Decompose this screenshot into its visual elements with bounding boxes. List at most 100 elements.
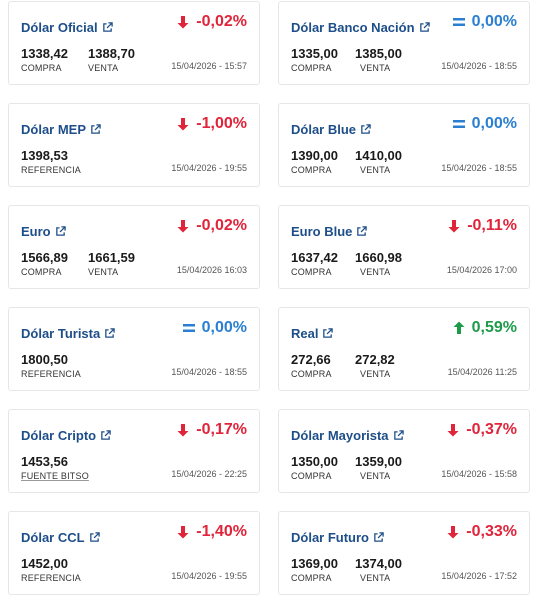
quote-title-link[interactable]: Dólar Futuro bbox=[291, 530, 384, 545]
quote-title: Dólar Turista bbox=[21, 326, 101, 341]
quote-change: -1,00% bbox=[176, 115, 247, 133]
quote-label-1: COMPRA bbox=[291, 369, 332, 379]
quote-value-1: 1335,00 bbox=[291, 46, 338, 61]
quote-change: -1,40% bbox=[176, 523, 247, 541]
external-link-icon bbox=[100, 430, 111, 441]
quote-change-value: -0,02% bbox=[196, 217, 247, 234]
equals-icon bbox=[452, 15, 466, 29]
quote-value-2: 272,82 bbox=[355, 352, 395, 367]
quote-change: -0,37% bbox=[446, 421, 517, 439]
external-link-icon bbox=[55, 226, 66, 237]
external-link-icon bbox=[104, 328, 115, 339]
quote-card[interactable]: Dólar MEP -1,00% 1398,53 REFERENCIA 15/04/20… bbox=[8, 103, 260, 187]
quote-label-1: REFERENCIA bbox=[21, 573, 82, 583]
external-link-icon bbox=[90, 124, 101, 135]
quote-label-2: VENTA bbox=[360, 573, 391, 583]
quote-card[interactable]: Dólar CCL -1,40% 1452,00 REFERENCIA 15/04/20… bbox=[8, 511, 260, 595]
quote-change: 0,00% bbox=[452, 13, 517, 31]
external-link-icon bbox=[322, 328, 334, 339]
quote-change-value: 0,59% bbox=[471, 319, 517, 336]
external-link-icon bbox=[360, 124, 371, 135]
quote-card[interactable]: Dólar Oficial -0,02% 1338,42 COMPRA 1388,70 V… bbox=[8, 1, 260, 85]
quote-change-value: -0,33% bbox=[466, 523, 517, 540]
quote-title: Dólar Cripto bbox=[21, 428, 97, 443]
quote-card[interactable]: Euro Blue -0,11% 1637,42 COMPRA 1660,98 VENTA… bbox=[278, 205, 530, 289]
quote-title-link[interactable]: Dólar Mayorista bbox=[291, 428, 404, 443]
quote-label-1: COMPRA bbox=[291, 165, 332, 175]
quote-title: Dólar MEP bbox=[21, 122, 87, 137]
quote-card[interactable]: Real 0,59% 272,66 COMPRA 272,82 VENTA 15/04/20… bbox=[278, 307, 530, 391]
quote-value-1: 1369,00 bbox=[291, 556, 338, 571]
quote-value-1: 1390,00 bbox=[291, 148, 338, 163]
quote-value-1: 1338,42 bbox=[21, 46, 68, 61]
quote-timestamp: 15/04/2026 16:03 bbox=[176, 265, 247, 275]
quote-change: 0,59% bbox=[452, 319, 517, 337]
quote-label-2: VENTA bbox=[88, 63, 119, 73]
quote-title: Real bbox=[291, 326, 319, 341]
quote-title-link[interactable]: Real bbox=[291, 326, 334, 341]
quote-card[interactable]: Dólar Banco Nación 0,00% 1335,00 COMPRA 1385… bbox=[278, 1, 530, 85]
quote-label-2: VENTA bbox=[88, 267, 119, 277]
quote-label-2: VENTA bbox=[360, 267, 391, 277]
quote-title: Dólar Futuro bbox=[291, 530, 369, 545]
equals-icon bbox=[452, 117, 466, 131]
quote-card[interactable]: Dólar Turista 0,00% 1800,50 REFERENCIA 15/04… bbox=[8, 307, 260, 391]
quote-change: -0,02% bbox=[176, 13, 247, 31]
quote-timestamp: 15/04/2026 - 19:55 bbox=[171, 163, 247, 173]
quote-change: -0,02% bbox=[176, 217, 247, 235]
quote-title: Dólar CCL bbox=[21, 530, 85, 545]
quote-title: Euro bbox=[21, 224, 51, 239]
arrow-down-icon bbox=[176, 423, 190, 437]
quote-timestamp: 15/04/2026 - 22:25 bbox=[171, 469, 247, 479]
quote-value-1: 272,66 bbox=[291, 352, 331, 367]
quote-value-1: 1350,00 bbox=[291, 454, 338, 469]
quote-change-value: -1,40% bbox=[196, 523, 247, 540]
quote-timestamp: 15/04/2026 - 17:52 bbox=[441, 571, 517, 581]
quote-card[interactable]: Dólar Cripto -0,17% 1453,56 FUENTE BITSO 15/… bbox=[8, 409, 260, 493]
quote-change-value: -0,11% bbox=[467, 217, 517, 234]
quote-value-2: 1385,00 bbox=[355, 46, 402, 61]
quote-value-2: 1388,70 bbox=[88, 46, 135, 61]
quote-value-2: 1359,00 bbox=[355, 454, 402, 469]
quote-title-link[interactable]: Dólar Turista bbox=[21, 326, 115, 341]
quote-title-link[interactable]: Dólar MEP bbox=[21, 122, 101, 137]
quote-change-value: 0,00% bbox=[471, 13, 517, 30]
quote-label-1: REFERENCIA bbox=[21, 165, 82, 175]
quote-value-1: 1637,42 bbox=[291, 250, 338, 265]
quote-label-2: VENTA bbox=[360, 369, 391, 379]
quote-title-link[interactable]: Euro Blue bbox=[291, 224, 368, 239]
arrow-up-icon bbox=[452, 321, 466, 335]
quote-label-1: COMPRA bbox=[21, 267, 62, 277]
quote-change-value: -1,00% bbox=[196, 115, 247, 132]
quote-change-value: 0,00% bbox=[471, 115, 517, 132]
quote-card[interactable]: Euro -0,02% 1566,89 COMPRA 1661,59 VENTA 15/04… bbox=[8, 205, 260, 289]
arrow-down-icon bbox=[176, 117, 190, 131]
quote-timestamp: 15/04/2026 17:00 bbox=[446, 265, 517, 275]
quote-timestamp: 15/04/2026 - 15:58 bbox=[441, 469, 517, 479]
arrow-down-icon bbox=[176, 525, 190, 539]
quote-label-1: COMPRA bbox=[291, 471, 332, 481]
quote-title-link[interactable]: Dólar Blue bbox=[291, 122, 371, 137]
quote-title-link[interactable]: Dólar CCL bbox=[21, 530, 100, 545]
quote-value-1: 1800,50 bbox=[21, 352, 68, 367]
quote-card[interactable]: Dólar Futuro -0,33% 1369,00 COMPRA 1374,00 VE… bbox=[278, 511, 530, 595]
quote-value-1: 1566,89 bbox=[21, 250, 68, 265]
quote-label-1[interactable]: FUENTE BITSO bbox=[21, 471, 89, 481]
quote-timestamp: 15/04/2026 - 15:57 bbox=[171, 61, 247, 71]
quote-label-2: VENTA bbox=[360, 471, 391, 481]
quote-card[interactable]: Dólar Blue 0,00% 1390,00 COMPRA 1410,00 VENTA… bbox=[278, 103, 530, 187]
quote-title: Dólar Mayorista bbox=[291, 428, 389, 443]
quote-card[interactable]: Dólar Mayorista -0,37% 1350,00 COMPRA 1359,0… bbox=[278, 409, 530, 493]
quote-label-1: COMPRA bbox=[21, 63, 62, 73]
external-link-icon bbox=[356, 226, 368, 237]
quote-title-link[interactable]: Dólar Cripto bbox=[21, 428, 111, 443]
external-link-icon bbox=[89, 532, 100, 543]
quote-title-link[interactable]: Dólar Banco Nación bbox=[291, 20, 430, 35]
quote-title-link[interactable]: Dólar Oficial bbox=[21, 20, 113, 35]
quote-timestamp: 15/04/2026 - 18:55 bbox=[171, 367, 247, 377]
quote-title-link[interactable]: Euro bbox=[21, 224, 66, 239]
quote-value-1: 1453,56 bbox=[21, 454, 68, 469]
quote-value-2: 1374,00 bbox=[355, 556, 402, 571]
quote-label-1: COMPRA bbox=[291, 573, 332, 583]
